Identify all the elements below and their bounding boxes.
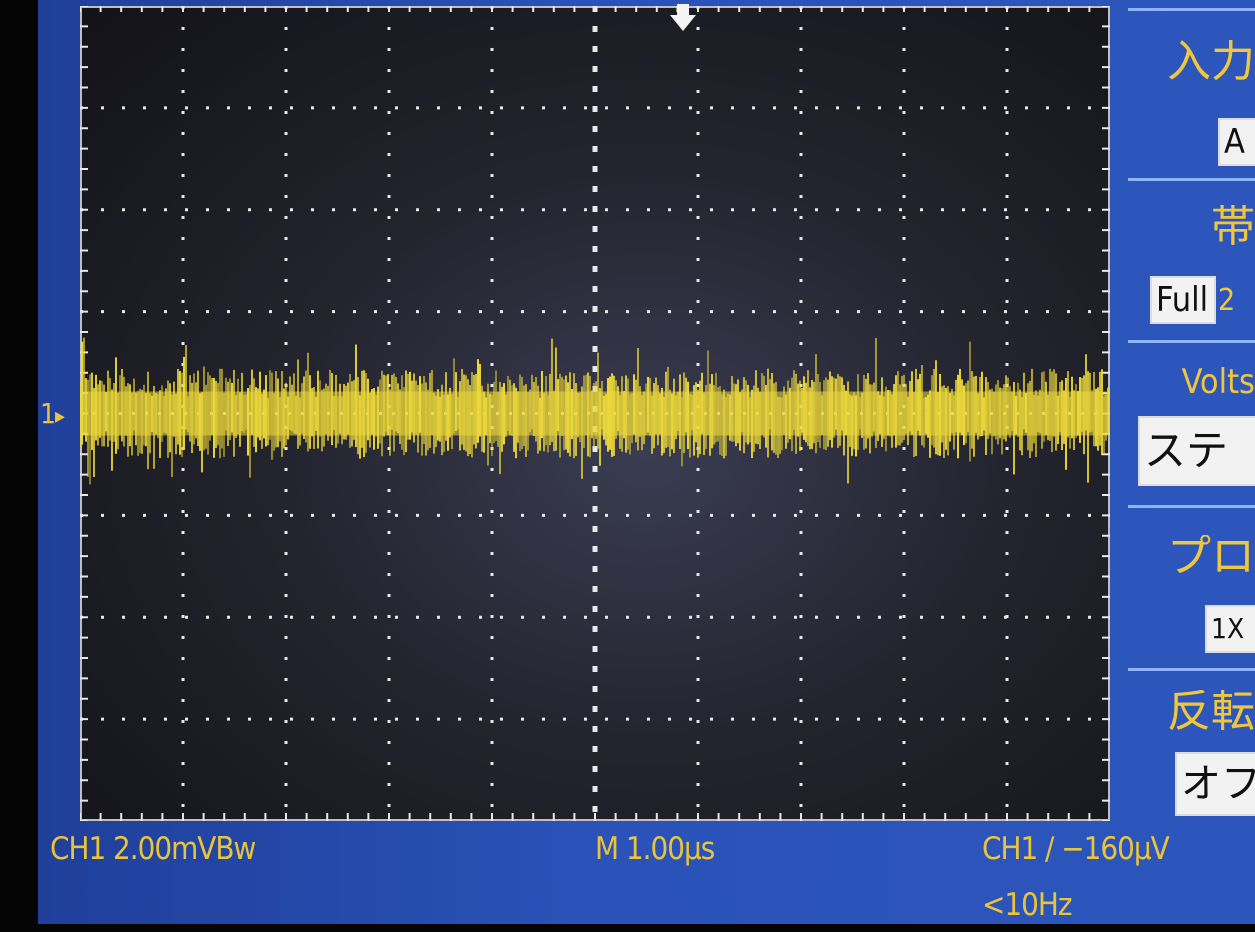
trigger-frequency-readout: <10Hz [982, 887, 1072, 923]
channel-marker-label: 1 [40, 397, 56, 430]
timebase-readout: M 1.00µs [595, 831, 715, 867]
menu-separator [1128, 340, 1255, 343]
menu-bandwidth-title: 帯 [1211, 205, 1255, 249]
menu-invert-value[interactable]: オフ [1175, 752, 1255, 816]
graticule-svg [80, 6, 1110, 821]
menu-input-title: 入力 [1167, 40, 1255, 84]
menu-input-value[interactable]: A [1218, 118, 1255, 166]
trace-core-band [80, 391, 1110, 436]
menu-separator [1128, 178, 1255, 181]
menu-separator [1128, 8, 1255, 11]
bezel-bottom [0, 924, 1255, 932]
ch1-scale-readout: CH1 2.00mVBw [50, 831, 256, 867]
trigger-readout: CH1 ∕ −160µV [982, 831, 1170, 867]
waveform-plot [80, 6, 1110, 821]
menu-separator [1128, 505, 1255, 508]
menu-invert-title: 反転 [1167, 690, 1255, 734]
channel-1-marker: 1▸ [40, 397, 65, 430]
menu-probe-title: プロ [1167, 535, 1255, 579]
menu-bandwidth-value[interactable]: Full [1150, 276, 1216, 324]
menu-separator [1128, 668, 1255, 671]
menu-bandwidth-extra: 2 [1218, 283, 1236, 318]
menu-probe-value[interactable]: 1X [1205, 605, 1255, 653]
down-arrow-icon [668, 4, 698, 32]
channel-marker-arrow-icon: ▸ [55, 404, 65, 429]
bezel-left [0, 0, 38, 932]
menu-volts-title: Volts [1181, 365, 1255, 399]
menu-volts-value[interactable]: ステ [1138, 416, 1255, 486]
